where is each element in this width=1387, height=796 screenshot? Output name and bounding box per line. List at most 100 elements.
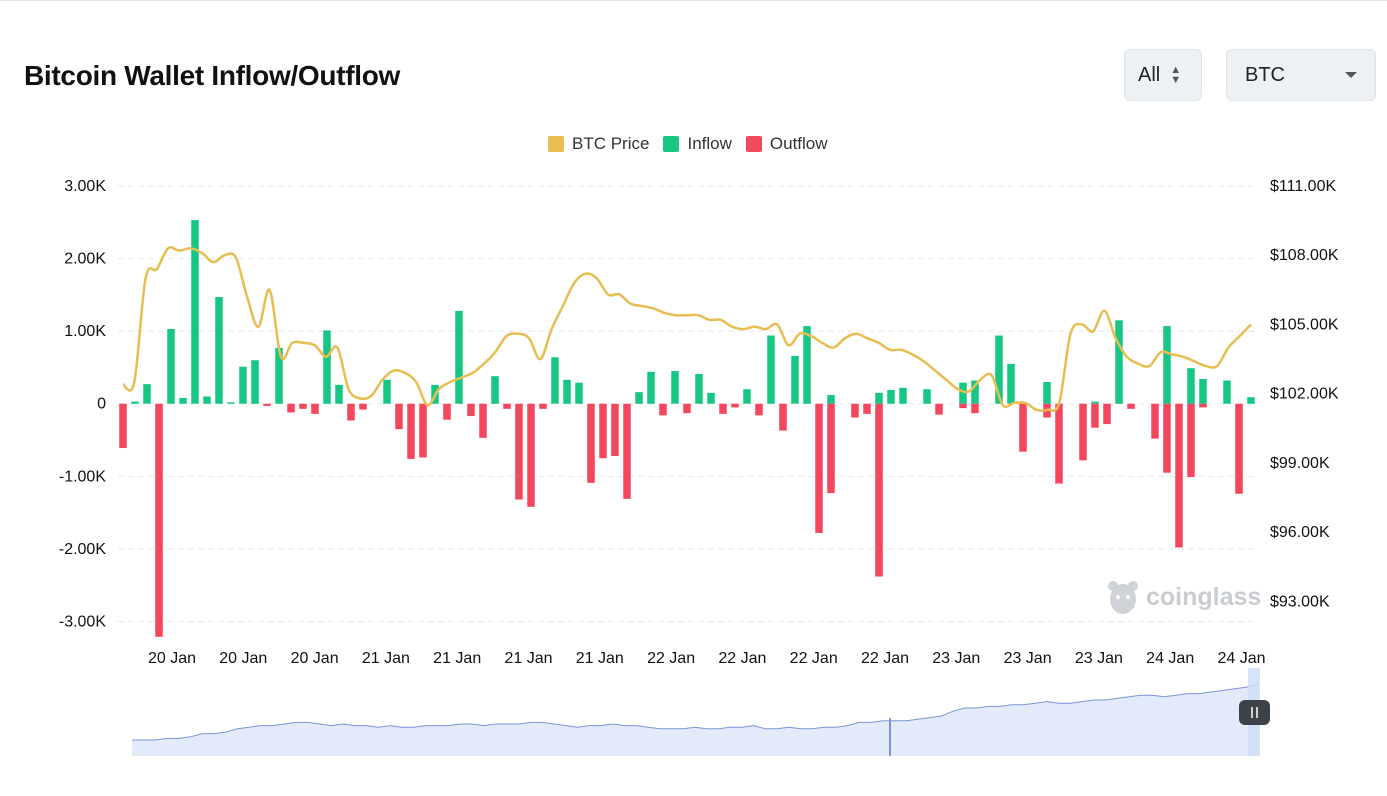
x-axis-tick-label: 23 Jan — [1004, 650, 1052, 667]
outflow-bar — [1127, 403, 1135, 409]
inflow-bar — [563, 379, 571, 404]
left-axis-tick-label: -1.00K — [59, 468, 106, 485]
watermark-text: coinglass — [1146, 582, 1262, 611]
outflow-bar — [587, 403, 595, 483]
legend-label-price: BTC Price — [572, 134, 650, 153]
inflow-bar — [203, 396, 211, 404]
outflow-bar — [1079, 403, 1087, 461]
navigator-line — [132, 683, 1259, 741]
outflow-bar — [731, 403, 739, 408]
x-axis-tick-label: 20 Jan — [148, 650, 196, 667]
inflow-bar — [1043, 381, 1051, 404]
inflow-bar — [875, 392, 883, 404]
inflow-bar — [1091, 401, 1099, 404]
inflow-bar — [923, 389, 931, 404]
outflow-bar — [1103, 403, 1111, 425]
inflow-bar — [887, 389, 895, 404]
legend-swatch-outflow — [745, 136, 762, 152]
inflow-bar — [275, 347, 283, 404]
legend-label-inflow: Inflow — [687, 134, 732, 153]
x-axis-tick-label: 23 Jan — [1075, 650, 1123, 667]
outflow-bar — [827, 403, 835, 494]
outflow-bar — [299, 403, 307, 409]
chart-legend: BTC Price Inflow Outflow — [548, 134, 842, 154]
outflow-bar — [287, 403, 295, 413]
inflow-bar — [335, 384, 343, 404]
outflow-bar — [1175, 403, 1183, 548]
x-axis-tick-label: 23 Jan — [932, 650, 980, 667]
outflow-bar — [683, 403, 691, 414]
inflow-bar — [1115, 320, 1123, 404]
outflow-bar — [959, 403, 967, 409]
inflow-bar — [635, 392, 643, 404]
outflow-bar — [779, 403, 787, 431]
inflow-bar — [1223, 380, 1231, 404]
inflow-bar — [1163, 326, 1171, 404]
up-down-icon: ▲ ▼ — [1170, 64, 1182, 86]
inflow-bar — [1187, 368, 1195, 404]
inflow-bar — [1199, 379, 1207, 404]
legend-item-inflow[interactable]: Inflow — [663, 134, 732, 154]
x-axis-tick-label: 24 Jan — [1146, 650, 1194, 667]
outflow-bar — [467, 403, 475, 417]
outflow-bar — [443, 403, 451, 420]
right-axis-tick-label: $96.00K — [1270, 524, 1330, 541]
x-axis-tick-label: 20 Jan — [291, 650, 339, 667]
left-axis-tick-label: 0 — [97, 396, 106, 413]
outflow-bar — [347, 403, 355, 421]
legend-item-price[interactable]: BTC Price — [548, 134, 649, 154]
right-axis-tick-label: $102.00K — [1270, 386, 1339, 403]
outflow-bar — [623, 403, 631, 499]
outflow-bar — [419, 403, 427, 458]
x-axis-tick-label: 21 Jan — [433, 650, 481, 667]
inflow-bar — [707, 392, 715, 404]
inflow-bar — [215, 297, 223, 404]
left-axis-tick-label: 2.00K — [64, 251, 106, 268]
x-axis-tick-label: 21 Jan — [576, 650, 624, 667]
outflow-bar — [599, 403, 607, 459]
outflow-bar — [1019, 403, 1027, 452]
inflow-bar — [491, 376, 499, 404]
outflow-bar — [527, 403, 535, 507]
outflow-bar — [659, 403, 667, 416]
inflow-bar — [191, 220, 199, 404]
x-axis-tick-label: 22 Jan — [861, 650, 909, 667]
legend-swatch-inflow — [663, 136, 680, 152]
inflow-bar — [227, 402, 235, 404]
outflow-bar — [503, 403, 511, 409]
outflow-bar — [611, 403, 619, 456]
inflow-bar — [179, 397, 187, 404]
outflow-bar — [515, 403, 523, 500]
inflow-bar — [743, 389, 751, 404]
outflow-bar — [539, 403, 547, 409]
navigator-area — [132, 684, 1258, 756]
left-axis-tick-label: 1.00K — [64, 323, 106, 340]
inflow-bar — [1007, 363, 1015, 404]
btc-price-line — [121, 246, 1252, 412]
outflow-bar — [755, 403, 763, 416]
navigator-handle[interactable] — [1239, 700, 1270, 725]
inflow-bar — [695, 373, 703, 404]
range-select[interactable]: All ▲ ▼ — [1124, 49, 1202, 101]
outflow-bar — [479, 403, 487, 438]
coin-select[interactable]: BTC — [1226, 49, 1376, 101]
legend-item-outflow[interactable]: Outflow — [745, 134, 828, 154]
coin-select-value: BTC — [1245, 63, 1285, 86]
inflow-bar — [899, 387, 907, 404]
x-axis-tick-label: 22 Jan — [790, 650, 838, 667]
inflow-bar — [551, 357, 559, 404]
inflow-bar — [131, 401, 139, 404]
outflow-bar — [863, 403, 871, 414]
inflow-bar — [383, 379, 391, 404]
x-axis-tick-label: 21 Jan — [362, 650, 410, 667]
inflow-bar — [791, 355, 799, 404]
outflow-bar — [407, 403, 415, 459]
outflow-bar — [155, 403, 163, 637]
outflow-bar — [1199, 403, 1207, 408]
right-axis-tick-label: $93.00K — [1270, 593, 1330, 610]
legend-label-outflow: Outflow — [769, 134, 828, 153]
page-title: Bitcoin Wallet Inflow/Outflow — [24, 60, 400, 91]
top-border — [0, 0, 1387, 1]
inflow-bar — [167, 328, 175, 404]
